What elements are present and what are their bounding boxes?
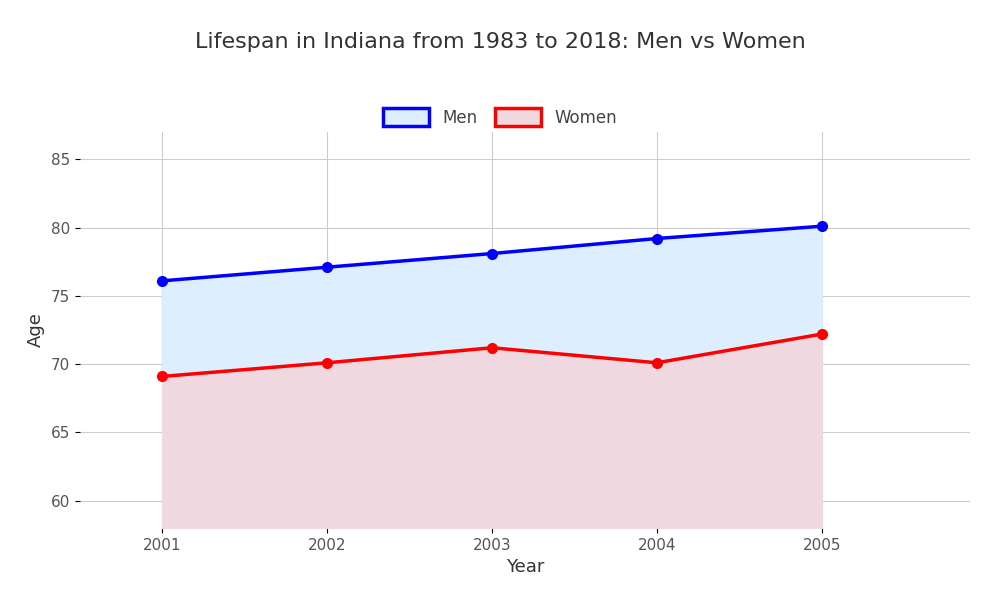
Legend: Men, Women: Men, Women [376, 101, 624, 133]
Y-axis label: Age: Age [27, 313, 45, 347]
Text: Lifespan in Indiana from 1983 to 2018: Men vs Women: Lifespan in Indiana from 1983 to 2018: M… [195, 32, 805, 52]
X-axis label: Year: Year [506, 558, 544, 576]
